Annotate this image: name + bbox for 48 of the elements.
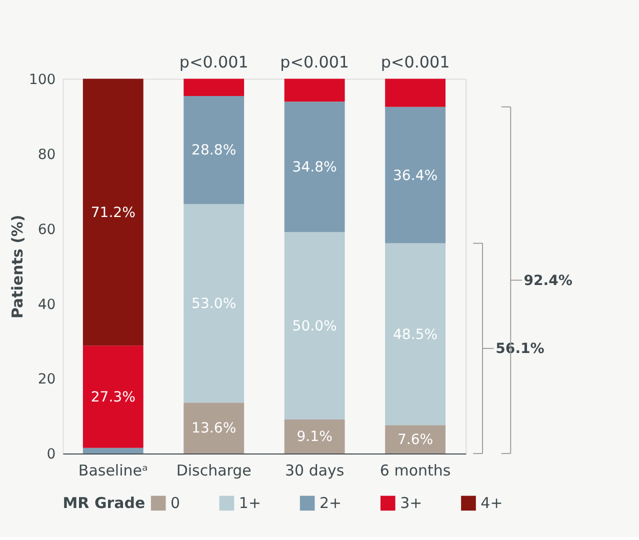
- text: 92.4%: [524, 272, 572, 289]
- bar: [385, 78, 446, 107]
- y-axis-title: Patients (%): [8, 214, 26, 319]
- bar: [385, 106, 446, 244]
- data-label: 34.8%: [292, 160, 337, 176]
- data-label: 13.6%: [192, 420, 236, 437]
- y-tick-label: 40: [38, 296, 56, 313]
- data-label: 7.6%: [397, 432, 434, 448]
- data-label: 36.4%: [392, 168, 438, 184]
- bar: [82, 448, 144, 454]
- y-tick-label: 0: [46, 446, 56, 463]
- bar: [284, 102, 345, 232]
- text: p<0.001: [179, 52, 248, 72]
- legend-title: MR Grade: [62, 494, 146, 512]
- legend-label: 3+: [400, 494, 422, 512]
- y-tick-label: 20: [38, 372, 56, 388]
- data-label: 28.8%: [192, 142, 236, 159]
- data-label: 27.3%: [90, 389, 136, 406]
- data-label: 53.0%: [192, 296, 236, 312]
- legend-label: 2+: [320, 494, 342, 512]
- legend-label: 0: [170, 494, 180, 512]
- y-tick-label: 80: [38, 146, 56, 163]
- text: 56.1%: [496, 341, 544, 358]
- bar: [82, 346, 144, 448]
- text: p<0.001: [380, 52, 450, 72]
- bar: [284, 419, 345, 454]
- bar: [184, 402, 244, 454]
- legend-label: 1+: [238, 494, 262, 512]
- bar: [284, 232, 345, 420]
- text: p<0.001: [280, 52, 350, 72]
- y-tick-label: 100: [28, 72, 56, 88]
- data-label: 71.2%: [90, 204, 136, 221]
- legend-label: 4+: [480, 494, 503, 512]
- x-tick-label: Discharge: [176, 462, 252, 480]
- bar: [184, 96, 244, 204]
- bar: [184, 204, 244, 403]
- bar: [385, 243, 446, 426]
- y-tick-label: 60: [38, 222, 56, 238]
- data-label: 9.1%: [296, 429, 332, 446]
- x-tick-label: Baselineᵃ: [78, 462, 148, 480]
- x-tick-label: 30 days: [284, 462, 344, 480]
- x-tick-label: 6 months: [380, 462, 451, 480]
- bar: [82, 78, 144, 346]
- bar: [284, 78, 345, 102]
- bar: [385, 425, 446, 454]
- data-label: 50.0%: [292, 318, 337, 334]
- bar: [184, 78, 244, 96]
- data-label: 48.5%: [392, 326, 438, 343]
